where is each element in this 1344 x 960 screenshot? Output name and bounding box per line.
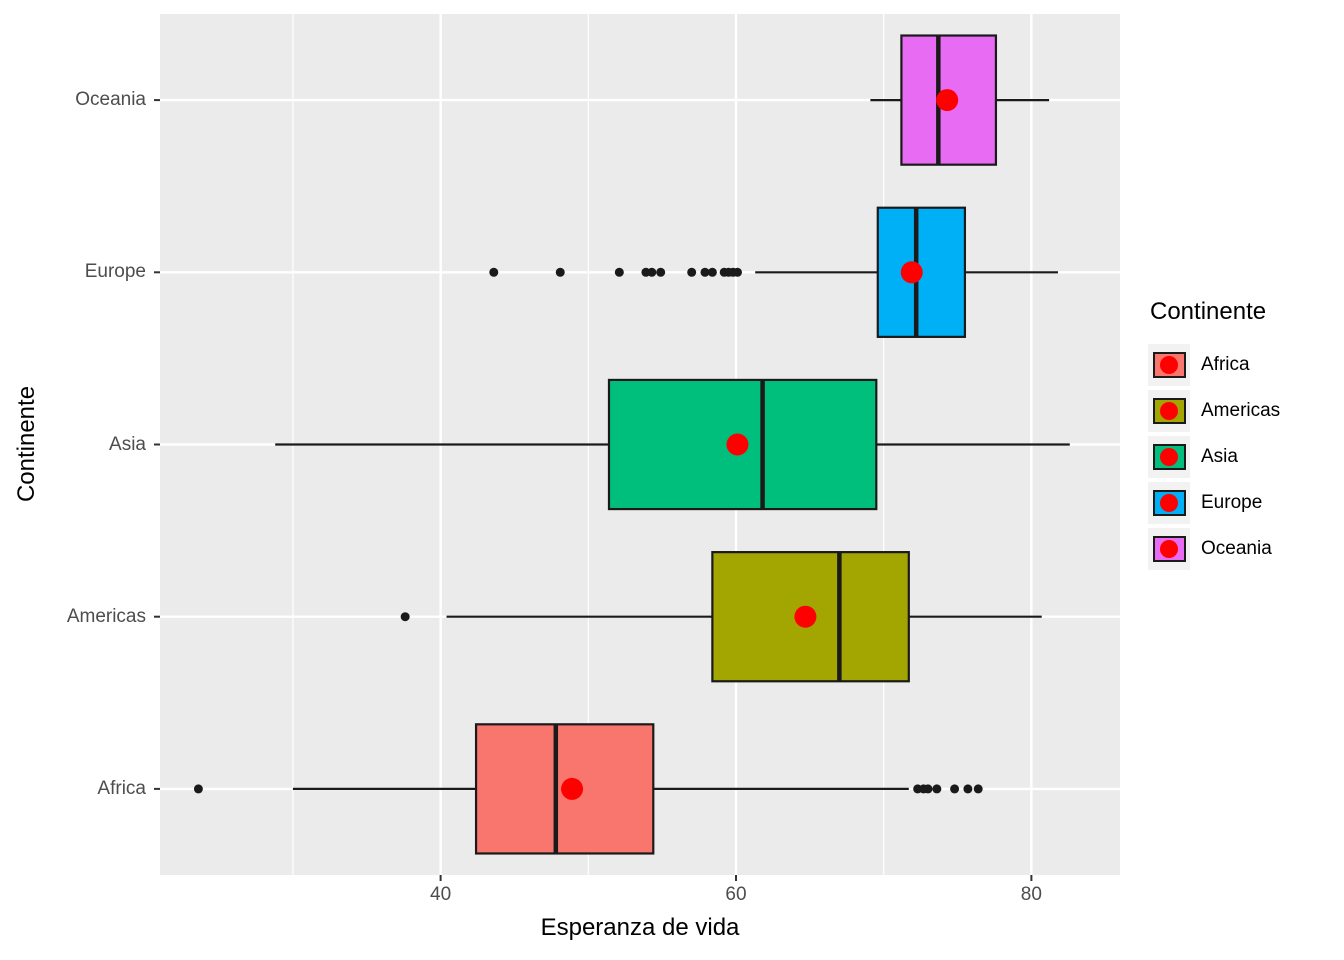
- legend-item-europe: Europe: [1148, 480, 1344, 526]
- legend-label-africa: Africa: [1201, 354, 1250, 375]
- legend-key-africa: [1148, 344, 1190, 386]
- legend-mean-dot-europe: [1160, 494, 1178, 512]
- mean-point-oceania: [936, 89, 959, 112]
- legend-item-asia: Asia: [1148, 434, 1344, 480]
- mean-point-africa: [561, 777, 584, 800]
- outlier-point-africa: [932, 784, 942, 794]
- legend-item-africa: Africa: [1148, 342, 1344, 388]
- x-tick-label-40: 40: [430, 884, 452, 905]
- outlier-point-europe: [614, 267, 624, 277]
- mean-point-americas: [794, 605, 817, 628]
- legend-label-europe: Europe: [1201, 492, 1263, 513]
- y-tick-label-africa: Africa: [97, 777, 146, 799]
- x-tick-label-60: 60: [725, 884, 747, 905]
- legend-label-oceania: Oceania: [1201, 538, 1272, 559]
- legend-label-asia: Asia: [1201, 446, 1238, 467]
- outlier-point-europe: [687, 267, 697, 277]
- legend-key-americas: [1148, 390, 1190, 432]
- legend-mean-dot-africa: [1160, 356, 1178, 374]
- legend-title: Continente: [1150, 298, 1267, 325]
- mean-point-asia: [726, 433, 749, 456]
- outlier-point-africa: [973, 784, 983, 794]
- legend-item-americas: Americas: [1148, 388, 1344, 434]
- legend-label-americas: Americas: [1201, 400, 1281, 421]
- outlier-point-americas: [400, 612, 410, 622]
- y-tick-label-oceania: Oceania: [75, 89, 146, 111]
- outlier-point-europe: [656, 267, 666, 277]
- outlier-point-africa: [950, 784, 960, 794]
- x-axis-title: Esperanza de vida: [540, 914, 740, 941]
- legend-key-asia: [1148, 436, 1190, 478]
- outlier-point-europe: [732, 267, 742, 277]
- legend-mean-dot-asia: [1160, 448, 1178, 466]
- legend-mean-dot-americas: [1160, 402, 1178, 420]
- legend-key-europe: [1148, 482, 1190, 524]
- legend-items: Africa Americas Asia Europe Oceania: [1148, 342, 1344, 572]
- outlier-point-europe: [707, 267, 717, 277]
- outlier-point-africa: [923, 784, 933, 794]
- outlier-point-africa: [193, 784, 203, 794]
- y-tick-label-europe: Europe: [84, 261, 146, 283]
- outlier-point-europe: [647, 267, 657, 277]
- outlier-point-africa: [963, 784, 973, 794]
- legend-item-oceania: Oceania: [1148, 526, 1344, 572]
- y-tick-label-asia: Asia: [109, 433, 146, 455]
- x-tick-label-80: 80: [1020, 884, 1042, 905]
- y-tick-label-americas: Americas: [66, 605, 146, 627]
- outlier-point-europe: [489, 267, 499, 277]
- legend: Continente Africa Americas Asia Europe Ocean…: [1148, 298, 1344, 572]
- legend-key-oceania: [1148, 528, 1190, 570]
- outlier-point-europe: [700, 267, 710, 277]
- outlier-point-europe: [555, 267, 565, 277]
- legend-mean-dot-oceania: [1160, 540, 1178, 558]
- mean-point-europe: [900, 261, 923, 284]
